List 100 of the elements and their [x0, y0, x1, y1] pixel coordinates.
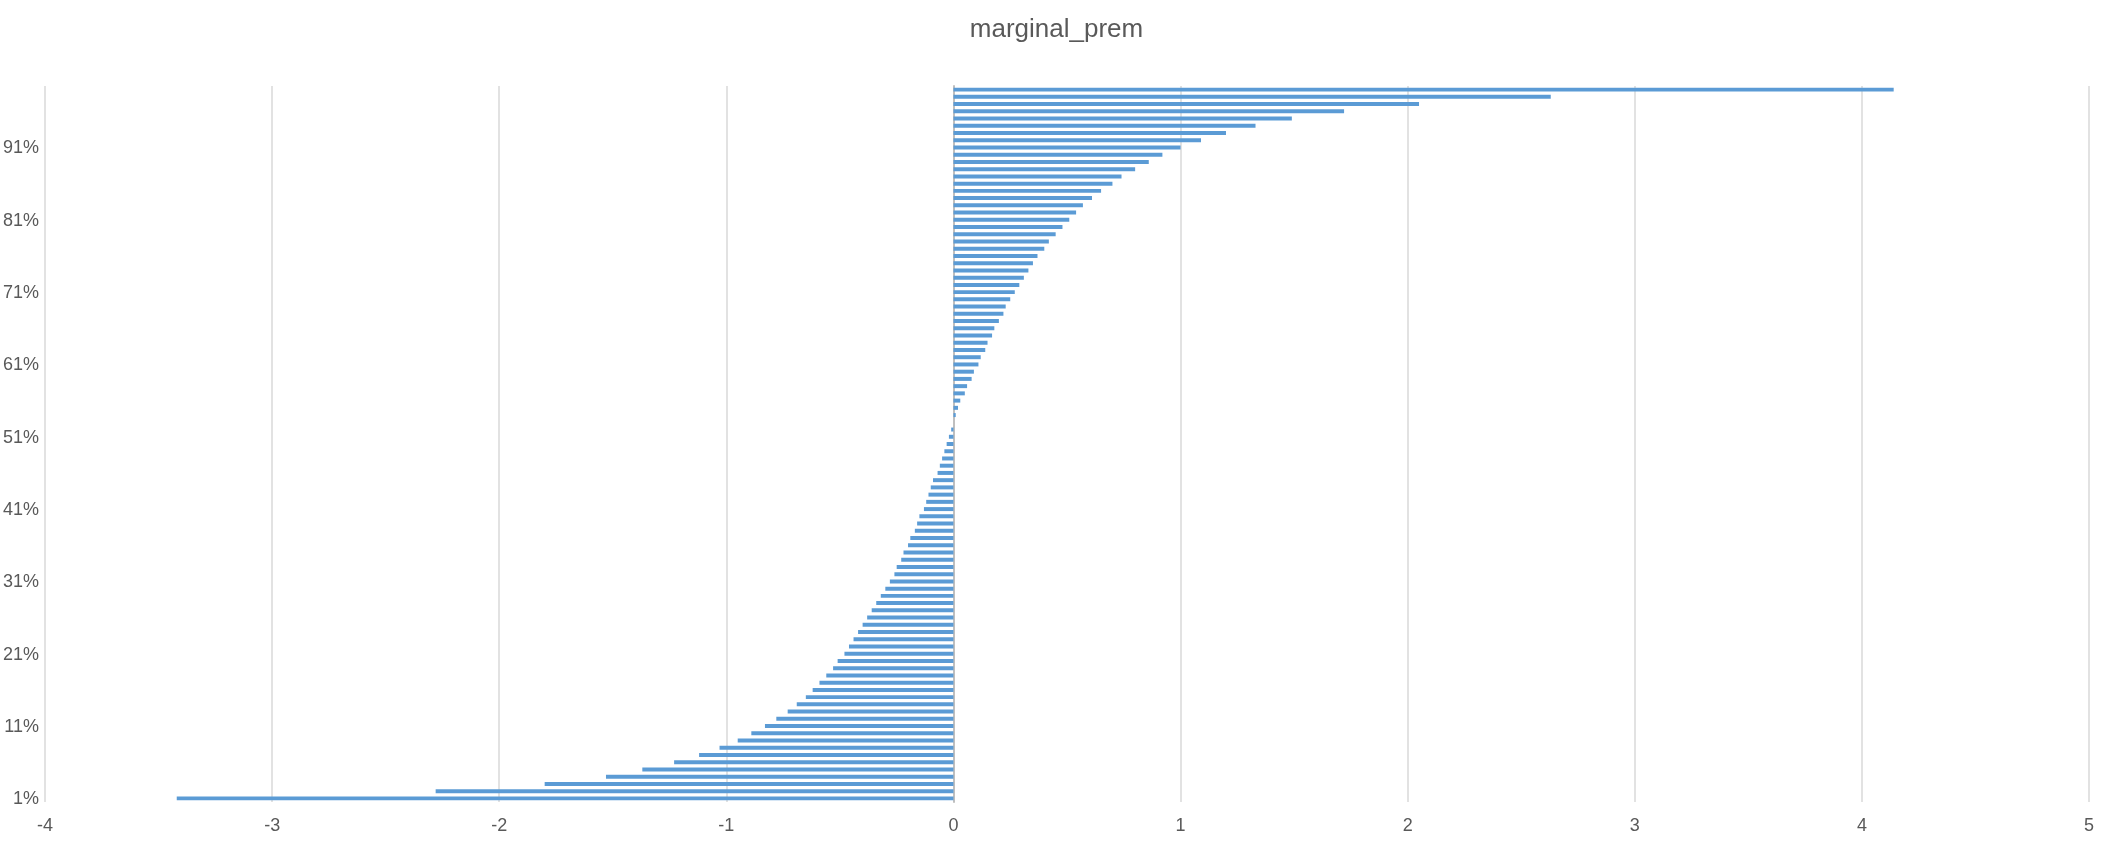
- bar: [894, 572, 954, 577]
- x-tick-label: 0: [948, 815, 959, 835]
- x-tick-label: 4: [1856, 815, 1867, 835]
- bar: [953, 253, 1038, 258]
- x-tick-label: 3: [1629, 815, 1640, 835]
- y-tick-label: 51%: [3, 426, 40, 447]
- bar: [953, 94, 1551, 99]
- bar: [910, 536, 954, 541]
- bar: [953, 369, 974, 374]
- bar: [919, 514, 954, 519]
- bar: [953, 326, 995, 331]
- bar: [944, 449, 954, 454]
- bar: [776, 716, 954, 721]
- x-tick-label: 2: [1402, 815, 1413, 835]
- bar: [885, 586, 954, 591]
- bar: [858, 630, 954, 635]
- bar: [435, 789, 954, 794]
- bar: [826, 673, 954, 678]
- bar: [953, 116, 1292, 121]
- bar: [805, 695, 954, 700]
- bar: [953, 282, 1020, 287]
- x-tick-label: -4: [37, 815, 54, 835]
- bar: [953, 398, 961, 403]
- bar: [953, 225, 1063, 230]
- bar: [812, 687, 954, 692]
- y-tick-label: 1%: [13, 788, 40, 809]
- bar: [933, 478, 954, 483]
- bar: [926, 499, 954, 504]
- bar: [889, 579, 954, 584]
- bar: [953, 304, 1006, 309]
- bar: [853, 637, 954, 642]
- bar: [787, 709, 954, 714]
- bar: [719, 745, 954, 750]
- bar: [953, 181, 1113, 186]
- y-tick-label: 91%: [3, 137, 40, 158]
- bar: [953, 355, 981, 360]
- bar: [953, 152, 1163, 157]
- y-tick-label: 21%: [3, 643, 40, 664]
- x-tick-label: 1: [1175, 815, 1186, 835]
- bar: [953, 413, 956, 418]
- bar: [605, 774, 954, 779]
- bar: [953, 87, 1894, 92]
- bar: [953, 246, 1045, 251]
- bar: [953, 384, 968, 389]
- bar: [953, 159, 1149, 164]
- bar: [862, 622, 954, 627]
- bar: [953, 347, 986, 352]
- bar: [953, 138, 1202, 143]
- bar: [953, 275, 1024, 280]
- bar: [953, 217, 1070, 222]
- bar: [953, 174, 1122, 179]
- bar: [876, 601, 954, 606]
- chart-title: marginal_prem: [969, 13, 1144, 43]
- bar: [901, 557, 954, 562]
- bar: [953, 319, 999, 324]
- bar: [751, 731, 954, 736]
- bar: [928, 492, 954, 497]
- bar: [942, 456, 954, 461]
- x-tick-label: -3: [264, 815, 281, 835]
- bar: [837, 658, 954, 663]
- bar: [953, 167, 1136, 172]
- bar: [953, 362, 979, 367]
- bar: [914, 528, 954, 533]
- bar: [896, 564, 954, 569]
- x-tick-label: 5: [2083, 815, 2095, 835]
- bar: [953, 102, 1420, 107]
- bar: [937, 470, 954, 475]
- bar: [953, 261, 1033, 266]
- bar: [953, 340, 988, 345]
- bar: [953, 232, 1056, 237]
- bar: [796, 702, 954, 707]
- x-tick-label: -2: [491, 815, 508, 835]
- bar: [953, 290, 1015, 295]
- bar: [923, 507, 954, 512]
- bar: [953, 145, 1181, 150]
- bar: [953, 311, 1004, 316]
- y-tick-label: 61%: [3, 354, 40, 375]
- bar: [953, 297, 1011, 302]
- bar: [737, 738, 954, 743]
- bar: [953, 268, 1029, 273]
- y-tick-label: 11%: [4, 716, 40, 737]
- bar: [953, 333, 993, 338]
- bar: [544, 781, 954, 786]
- y-tick-label: 81%: [3, 209, 40, 230]
- bar: [844, 651, 954, 656]
- bar: [867, 615, 954, 620]
- bar: [953, 109, 1345, 114]
- bar: [699, 753, 954, 757]
- bar: [917, 521, 954, 526]
- bar: [819, 680, 954, 685]
- y-tick-label: 31%: [3, 571, 40, 592]
- bar: [176, 796, 954, 801]
- bar: [953, 203, 1083, 208]
- y-tick-label: 41%: [3, 499, 40, 520]
- bar: [953, 188, 1102, 193]
- bar: [908, 543, 954, 548]
- bar: [953, 405, 958, 410]
- y-tick-label: 71%: [3, 282, 40, 303]
- bar: [939, 463, 954, 468]
- bar: [953, 376, 972, 381]
